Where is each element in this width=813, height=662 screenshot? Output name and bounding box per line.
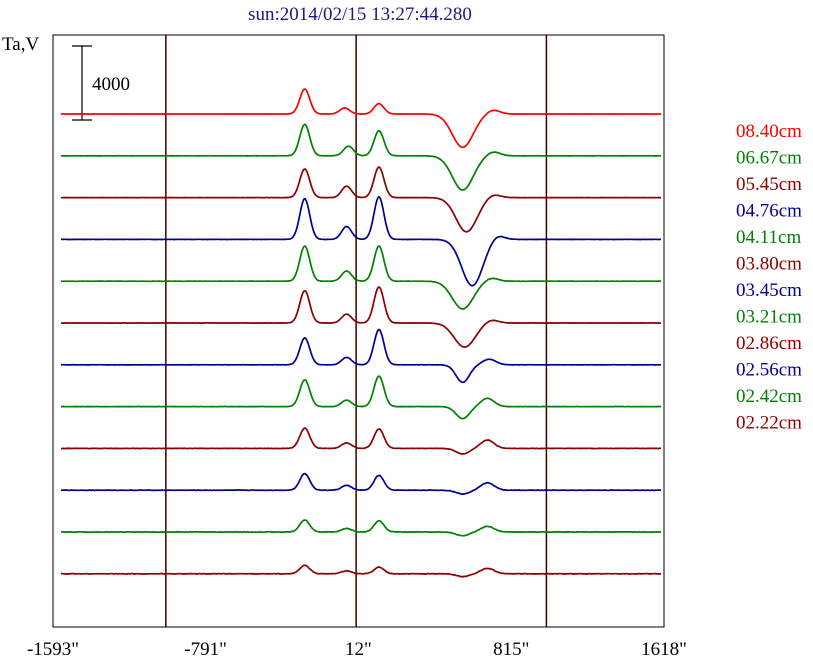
legend-entry: 05.45cm — [736, 174, 802, 195]
series-line — [61, 375, 662, 420]
series-line — [60, 472, 661, 495]
x-tick-label: -1593" — [27, 639, 79, 660]
series-traces — [60, 88, 662, 578]
series-line — [61, 195, 662, 287]
legend-entry: 03.21cm — [736, 307, 802, 328]
series-line — [61, 165, 661, 233]
x-tick-label: 1618" — [641, 639, 687, 660]
series-line — [60, 519, 662, 537]
x-tick-label: 815" — [493, 639, 529, 660]
chart-title: sun:2014/02/15 13:27:44.280 — [248, 4, 472, 25]
legend-entry: 02.42cm — [736, 386, 802, 407]
legend-entry: 02.22cm — [736, 413, 802, 434]
plot-frame — [52, 34, 665, 628]
legend-entry: 02.86cm — [736, 333, 802, 354]
legend-entry: 04.76cm — [736, 201, 802, 222]
x-tick-label: 12" — [345, 639, 372, 660]
legend-entry: 06.67cm — [736, 148, 802, 169]
series-line — [60, 427, 661, 455]
series-line — [60, 328, 661, 384]
y-axis-label: Ta,V — [2, 34, 39, 55]
legend: 08.40cm 06.67cm 05.45cm 04.76cm 04.11cm 03.80… — [736, 121, 802, 434]
vertical-markers — [165, 35, 548, 627]
series-line — [61, 564, 662, 578]
x-tick-label: -791" — [184, 639, 227, 660]
legend-entry: 02.56cm — [736, 360, 802, 381]
legend-entry: 04.11cm — [736, 227, 801, 248]
series-line — [61, 123, 662, 191]
series-line — [60, 285, 662, 348]
legend-entry: 08.40cm — [736, 121, 802, 142]
scale-bar-label: 4000 — [92, 74, 130, 95]
legend-entry: 03.45cm — [736, 280, 802, 301]
scale-bar: 4000 — [72, 45, 130, 121]
series-line — [61, 88, 661, 149]
legend-entry: 03.80cm — [736, 254, 802, 275]
x-axis-ticks: -1593" -791" 12" 815" 1618" — [27, 639, 687, 660]
series-line — [61, 244, 662, 310]
